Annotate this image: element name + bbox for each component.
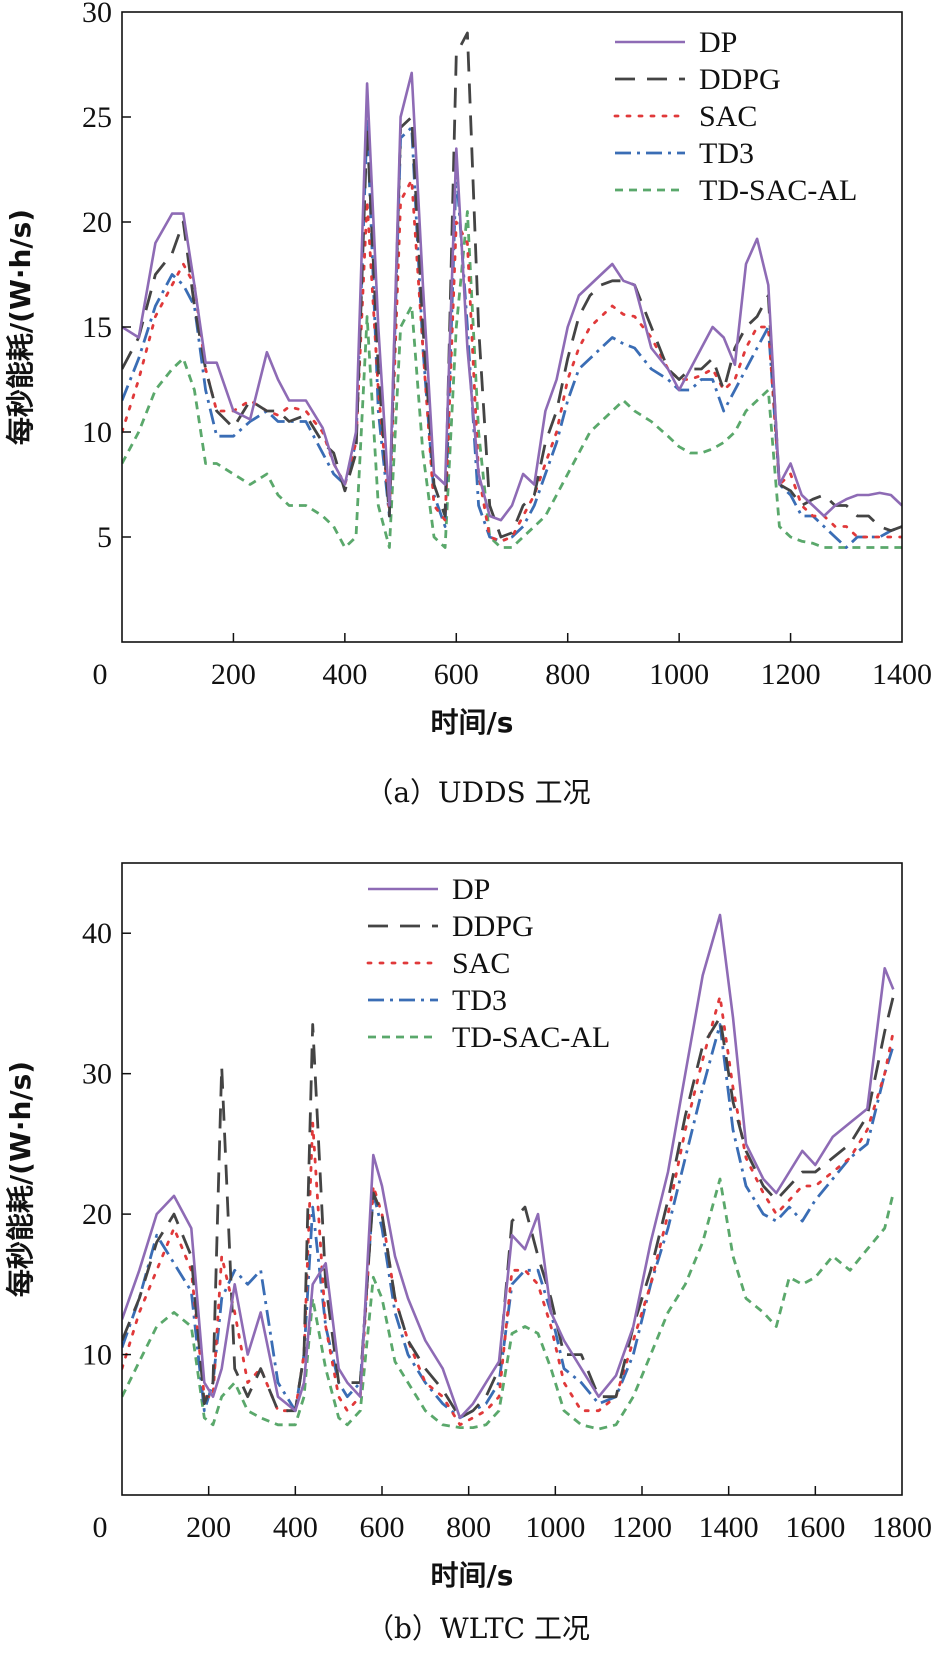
series-line-td-sac-al <box>122 210 902 549</box>
y-tick-label: 15 <box>82 311 112 344</box>
series-line-ddpg <box>122 31 902 539</box>
y-tick-label: 30 <box>82 1058 112 1091</box>
legend-label-td3: TD3 <box>699 137 754 170</box>
x-tick-label: 1800 <box>872 1511 932 1544</box>
legend-label-td3: TD3 <box>452 984 507 1017</box>
x-tick-label: 200 <box>211 658 256 691</box>
x-tick-label: 0 <box>93 1511 108 1544</box>
y-tick-label: 5 <box>97 521 112 554</box>
x-tick-label: 1000 <box>649 658 709 691</box>
series-line-dp <box>122 913 895 1420</box>
x-tick-label: 1200 <box>612 1511 672 1544</box>
x-axis-label: 时间/s <box>431 706 514 739</box>
y-axis-label: 每秒能耗/(W·h/s) <box>4 1061 37 1297</box>
series-line-td-sac-al <box>122 1177 895 1431</box>
figure-caption: （b）WLTC 工况 <box>366 1612 590 1645</box>
chart-wltc: 0 200 400 600 800 1000 1200 1400 1600 1800 10 20 30 4… <box>4 862 932 1645</box>
legend-label-td-sac-al: TD-SAC-AL <box>699 174 857 207</box>
x-tick-label: 1600 <box>785 1511 845 1544</box>
legend-label-ddpg: DDPG <box>699 63 781 96</box>
x-tick-label: 800 <box>545 658 590 691</box>
legend: DP DDPG SAC TD3 TD-SAC-AL <box>613 26 857 207</box>
y-tick-label: 10 <box>82 1339 112 1372</box>
x-tick-label: 1400 <box>872 658 932 691</box>
y-tick-label: 20 <box>82 1198 112 1231</box>
y-tick-label: 25 <box>82 101 112 134</box>
x-tick-label: 200 <box>186 1511 231 1544</box>
x-tick-label: 400 <box>273 1511 318 1544</box>
legend-label-dp: DP <box>699 26 737 59</box>
x-tick-label: 0 <box>93 658 108 691</box>
plot-frame <box>121 11 903 643</box>
y-tick-label: 10 <box>82 416 112 449</box>
series-line-td3 <box>122 1023 895 1420</box>
x-axis-label: 时间/s <box>431 1559 514 1592</box>
series-line-sac <box>122 995 895 1427</box>
legend-label-dp: DP <box>452 873 490 906</box>
chart-udds: 0 200 400 600 800 1000 1200 1400 5 10 15 20 25 30 时间/s… <box>4 0 932 809</box>
y-tick-label: 40 <box>82 917 112 950</box>
x-tick-label: 600 <box>434 658 479 691</box>
x-tick-label: 1200 <box>761 658 821 691</box>
y-tick-label: 20 <box>82 206 112 239</box>
y-axis-label: 每秒能耗/(W·h/s) <box>4 209 37 445</box>
x-tick-label: 800 <box>446 1511 491 1544</box>
legend-label-td-sac-al: TD-SAC-AL <box>452 1021 610 1054</box>
x-tick-label: 400 <box>322 658 367 691</box>
x-tick-label: 600 <box>360 1511 405 1544</box>
x-tick-label: 1000 <box>525 1511 585 1544</box>
legend-label-sac: SAC <box>452 947 510 980</box>
figure-caption: （a）UDDS 工况 <box>365 776 590 809</box>
plot-frame <box>121 862 903 1496</box>
x-tick-label: 1400 <box>699 1511 759 1544</box>
legend-label-sac: SAC <box>699 100 757 133</box>
legend-label-ddpg: DDPG <box>452 910 534 943</box>
y-tick-label: 30 <box>82 0 112 29</box>
series-line-ddpg <box>122 996 895 1420</box>
series-line-dp <box>122 71 902 522</box>
legend: DP DDPG SAC TD3 TD-SAC-AL <box>366 873 610 1054</box>
